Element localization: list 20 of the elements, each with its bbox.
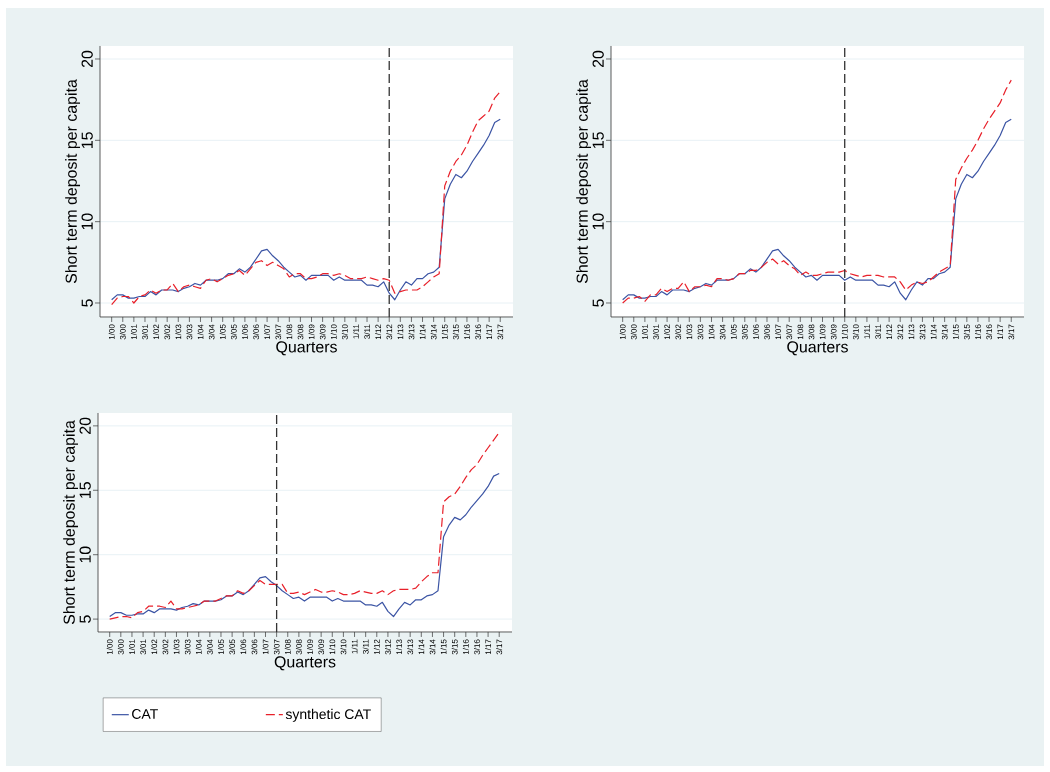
y-tick-label: 10 <box>81 213 93 230</box>
y-tick-label: 5 <box>81 299 93 307</box>
y-tick-label: 15 <box>592 132 604 148</box>
y-tick-label: 5 <box>79 615 91 623</box>
y-tick-label: 5 <box>592 299 604 307</box>
y-tick-label: 20 <box>592 50 604 68</box>
y-tick-label: 20 <box>79 417 91 434</box>
legend-label: synthetic CAT <box>285 708 371 722</box>
legend-label: CAT <box>132 709 158 719</box>
x-axis-title: Quarters <box>276 341 337 356</box>
x-axis-title: Quarters <box>274 656 336 671</box>
y-tick-label: 20 <box>81 50 93 68</box>
y-tick-label: 10 <box>79 546 91 563</box>
x-axis-title: Quarters <box>787 341 848 356</box>
y-axis-title: Short term deposit per capita <box>65 79 81 284</box>
y-axis-title: Short term deposit per capita <box>576 79 592 284</box>
y-axis-title: Short term deposit per capita <box>63 420 79 625</box>
y-tick-label: 15 <box>81 132 93 148</box>
y-tick-label: 10 <box>592 213 604 230</box>
y-tick-label: 15 <box>79 482 91 498</box>
